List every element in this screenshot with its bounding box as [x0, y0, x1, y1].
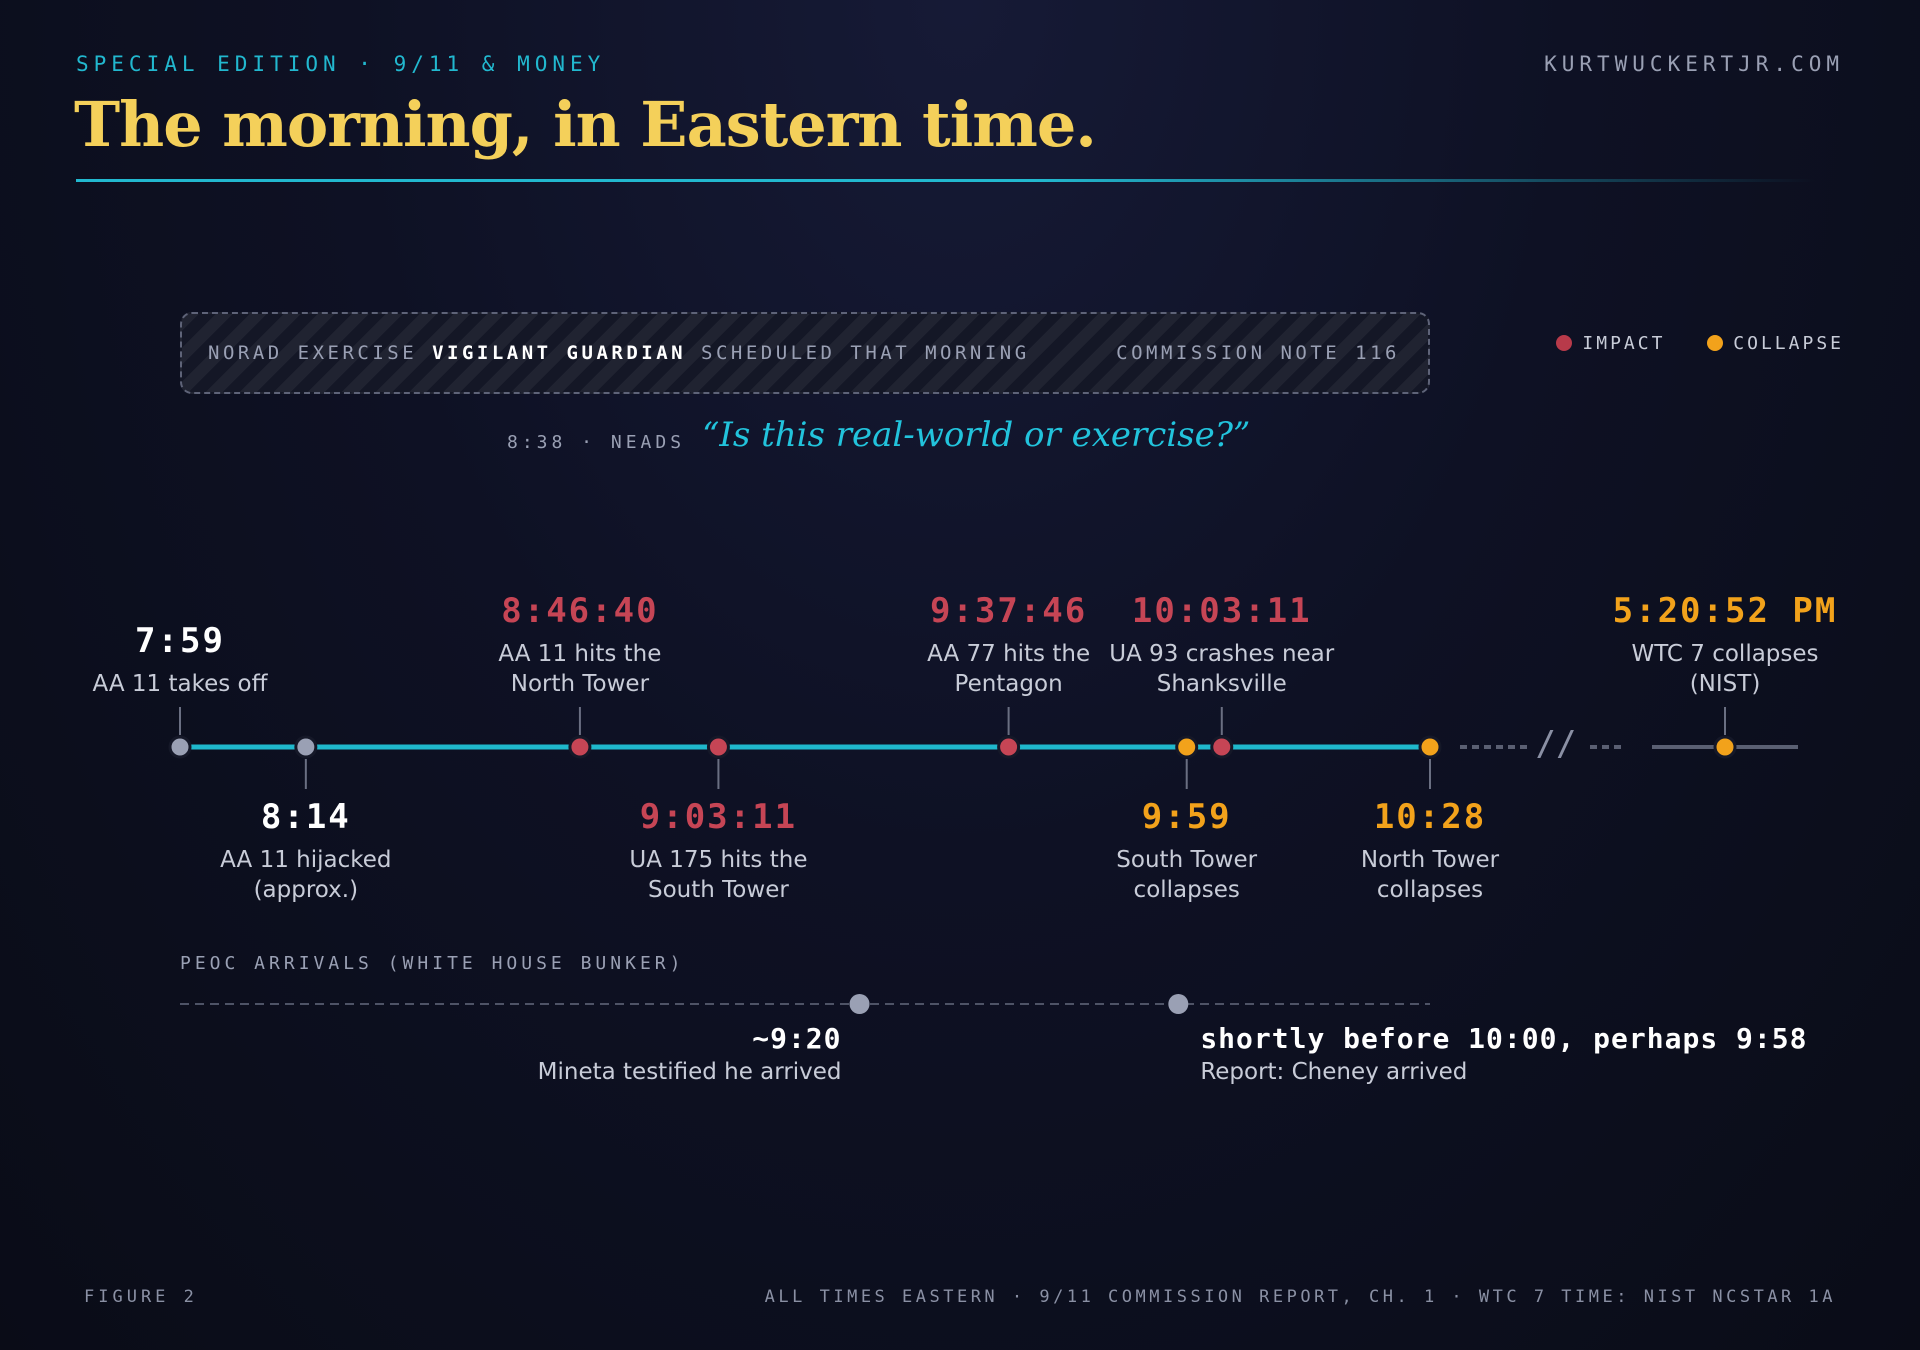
exercise-name: VIGILANT GUARDIAN [432, 342, 687, 364]
event-marker [997, 735, 1021, 759]
page-title: The morning, in Eastern time. [74, 88, 1097, 161]
event-time: 9:59 [1141, 797, 1232, 837]
event-time: 5:20:52 PM [1612, 591, 1838, 631]
peoc-marker [849, 994, 870, 1014]
peoc-time: shortly before 10:00, perhaps 9:58 [1200, 1022, 1808, 1055]
event-label: North Tower collapses [1360, 847, 1500, 903]
impact-dot-icon [1556, 335, 1573, 351]
event-label: AA 11 takes off [92, 671, 268, 697]
event-label: UA 175 hits the South Tower [629, 847, 808, 903]
legend-item-impact: IMPACT [1556, 333, 1665, 354]
neads-quote: “Is this real-world or exercise?” [702, 415, 1251, 455]
exercise-banner: NORAD EXERCISE VIGILANT GUARDIAN SCHEDUL… [180, 312, 1430, 394]
event-marker [294, 735, 318, 759]
title-rule [76, 179, 1816, 182]
quote-time-source: 8:38 · NEADS [507, 432, 686, 453]
peoc-arrival-label: Mineta testified he arrived [537, 1059, 842, 1085]
collapse-dot-icon [1707, 335, 1724, 351]
peoc-time: ~9:20 [752, 1022, 842, 1055]
site-name[interactable]: KURTWUCKERTJR.COM [1544, 52, 1844, 76]
legend-label-impact: IMPACT [1582, 333, 1666, 354]
peoc-marker [1168, 994, 1189, 1014]
exercise-suffix: SCHEDULED THAT MORNING [701, 342, 1030, 364]
event-label: WTC 7 collapses (NIST) [1631, 641, 1819, 697]
event-time: 10:03:11 [1131, 591, 1312, 631]
event-label: South Tower collapses [1116, 847, 1258, 903]
event-marker [1713, 735, 1737, 759]
event-time: 9:37:46 [929, 591, 1088, 631]
event-marker [1418, 735, 1442, 759]
event-time: 8:46:40 [501, 591, 659, 631]
exercise-prefix: NORAD EXERCISE [208, 342, 418, 364]
peoc-arrival-label: Report: Cheney arrived [1200, 1059, 1468, 1085]
event-label: AA 77 hits the Pentagon [927, 641, 1091, 697]
legend-item-collapse: COLLAPSE [1707, 333, 1844, 354]
kicker: SPECIAL EDITION · 9/11 & MONEY [76, 52, 606, 76]
timeline-break-mark: // [1536, 724, 1577, 764]
legend: IMPACT COLLAPSE [1528, 333, 1844, 354]
event-time: 10:28 [1373, 797, 1487, 837]
event-time: 9:03:11 [639, 797, 798, 837]
exercise-note: COMMISSION NOTE 116 [1116, 342, 1400, 364]
event-time: 8:14 [260, 797, 351, 837]
legend-label-collapse: COLLAPSE [1733, 333, 1844, 354]
event-marker [168, 735, 192, 759]
event-marker [568, 735, 592, 759]
peoc-label: PEOC ARRIVALS (WHITE HOUSE BUNKER) [180, 953, 685, 974]
event-marker [706, 735, 730, 759]
event-marker [1210, 735, 1234, 759]
event-label: UA 93 crashes near Shanksville [1109, 641, 1335, 697]
exercise-text: NORAD EXERCISE VIGILANT GUARDIAN SCHEDUL… [208, 342, 1030, 364]
event-label: AA 11 hijacked (approx.) [220, 847, 392, 903]
event-label: AA 11 hits the North Tower [498, 641, 662, 697]
event-time: 7:59 [135, 621, 225, 661]
event-marker [1175, 735, 1199, 759]
figure-number: FIGURE 2 [84, 1287, 198, 1307]
source-note: ALL TIMES EASTERN · 9/11 COMMISSION REPO… [764, 1287, 1836, 1307]
